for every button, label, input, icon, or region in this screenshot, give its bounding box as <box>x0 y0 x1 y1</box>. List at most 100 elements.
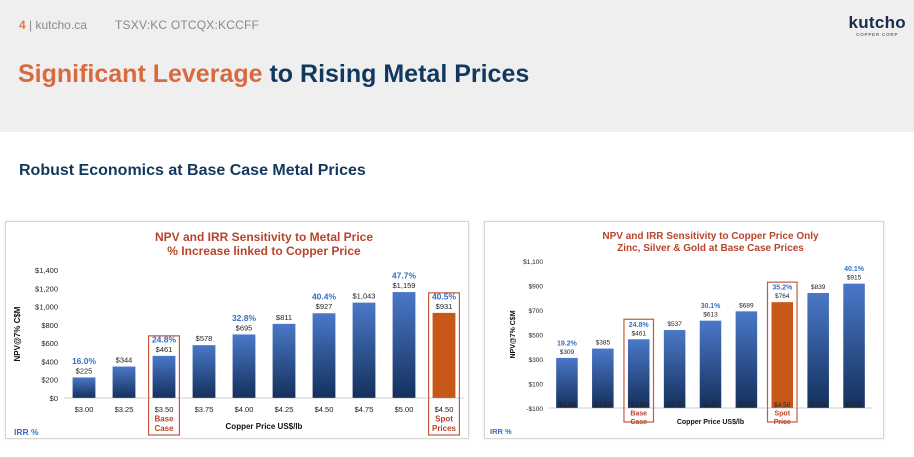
y-tick-label: $1,400 <box>35 266 58 275</box>
bar <box>556 357 578 408</box>
y-tick-label: $1,000 <box>35 303 58 312</box>
value-label: $537 <box>667 321 682 328</box>
x-tick-label: $5.00 <box>395 405 414 414</box>
value-label: $225 <box>76 366 93 375</box>
irr-label: 19.2% <box>557 340 578 347</box>
irr-label: 40.5% <box>432 291 457 301</box>
bar <box>312 313 336 398</box>
chart-title: NPV and IRR Sensitivity to Copper Price … <box>602 231 819 242</box>
y-axis-label: NPV@7% C$M <box>510 310 517 358</box>
irr-axis-label: IRR % <box>490 427 512 436</box>
category-sublabel: Base <box>630 411 647 418</box>
irr-label: 24.8% <box>629 322 650 329</box>
y-tick-label: $300 <box>529 357 544 364</box>
irr-label: 35.2% <box>772 285 793 292</box>
y-tick-label: $0 <box>50 394 58 403</box>
chart-panel-right: NPV and IRR Sensitivity to Copper Price … <box>484 221 884 439</box>
bar <box>352 302 376 398</box>
category-sublabel: Prices <box>432 424 457 433</box>
highlight-box <box>148 335 181 436</box>
x-tick-label: $3.75 <box>666 402 683 409</box>
category-sublabel: Price <box>774 419 791 426</box>
x-tick-label: $3.75 <box>195 405 214 414</box>
irr-label: 16.0% <box>72 356 97 366</box>
y-tick-label: $200 <box>41 376 58 385</box>
y-tick-label: $100 <box>529 382 544 389</box>
site-link[interactable]: kutcho.ca <box>35 18 87 32</box>
chart-subtitle: % Increase linked to Copper Price <box>167 244 361 258</box>
logo-wordmark: kutcho <box>848 13 906 32</box>
x-tick-label: $4.50 <box>435 405 454 414</box>
value-label: $764 <box>775 293 790 300</box>
x-tick-label: $4.50 <box>315 405 334 414</box>
x-tick-label: $4.25 <box>275 405 294 414</box>
x-tick-label: $3.50 <box>155 405 174 414</box>
bar <box>152 355 176 398</box>
x-tick-label: $3.25 <box>115 405 134 414</box>
category-sublabel: Spot <box>774 411 790 418</box>
value-label: $915 <box>847 275 862 282</box>
x-tick-label: $4.75 <box>355 405 374 414</box>
value-label: $309 <box>560 349 575 356</box>
x-tick-label: $3.00 <box>559 402 576 409</box>
irr-label: 32.8% <box>232 313 257 323</box>
y-tick-label: $700 <box>529 308 544 315</box>
logo-subtext: COPPER CORP <box>856 32 899 37</box>
npv-irr-copper-price-chart: NPV and IRR Sensitivity to Copper Price … <box>490 231 872 436</box>
bar <box>699 320 722 408</box>
highlight-box <box>766 281 798 423</box>
bar <box>627 339 650 408</box>
page-title-accent: Significant Leverage <box>18 60 263 88</box>
irr-label: 40.1% <box>844 266 865 273</box>
y-tick-label: $600 <box>41 339 58 348</box>
x-tick-label: $5.00 <box>846 402 863 409</box>
value-label: $578 <box>196 334 213 343</box>
bar <box>843 283 865 408</box>
value-label: $613 <box>703 312 718 319</box>
bar <box>735 311 758 408</box>
y-tick-label: $500 <box>529 333 544 340</box>
page-separator: | <box>29 18 33 32</box>
page-indicator: 4 | kutcho.ca <box>19 18 87 32</box>
value-label: $811 <box>276 313 292 322</box>
bar <box>72 377 96 398</box>
y-tick-label: $1,100 <box>523 259 543 266</box>
bar <box>432 312 456 398</box>
y-tick-label: -$100 <box>526 406 543 413</box>
y-axis-label: NPV@7% C$M <box>13 306 22 361</box>
ticker-symbols: TSXV:KC OTCQX:KCCFF <box>115 18 260 32</box>
category-sublabel: Case <box>154 424 174 433</box>
y-tick-label: $1,200 <box>35 284 58 293</box>
x-tick-label: $3.25 <box>595 402 612 409</box>
page-title: Significant Leverage to Rising Metal Pri… <box>18 60 529 89</box>
bar <box>663 329 686 408</box>
category-sublabel: Case <box>630 419 647 426</box>
page-number: 4 <box>19 18 26 32</box>
irr-label: 40.4% <box>312 292 337 302</box>
irr-label: 24.8% <box>152 334 177 344</box>
bar <box>272 323 296 398</box>
x-axis-label: Copper Price US$/lb <box>226 422 303 431</box>
category-sublabel: Spot <box>435 415 453 424</box>
irr-axis-label: IRR % <box>14 427 39 437</box>
npv-irr-metal-price-chart: NPV and IRR Sensitivity to Metal Price% … <box>13 230 464 437</box>
value-label: $689 <box>739 302 754 309</box>
company-logo: kutcho COPPER CORP <box>848 14 906 37</box>
bar <box>592 348 614 408</box>
irr-label: 47.7% <box>392 271 417 281</box>
bar <box>771 302 794 408</box>
x-tick-label: $4.25 <box>738 402 755 409</box>
value-label: $927 <box>316 302 333 311</box>
x-axis-label: Copper Price US$/lb <box>677 419 744 426</box>
value-label: $1,159 <box>393 281 416 290</box>
highlight-box <box>428 292 461 436</box>
y-tick-label: $900 <box>529 284 544 291</box>
y-tick-label: $400 <box>41 357 58 366</box>
highlight-box <box>623 318 655 423</box>
chart-title: NPV and IRR Sensitivity to Metal Price <box>155 230 373 244</box>
chart-subtitle: Zinc, Silver & Gold at Base Case Prices <box>617 243 804 254</box>
section-title: Robust Economics at Base Case Metal Pric… <box>19 162 366 179</box>
value-label: $344 <box>116 356 133 365</box>
x-tick-label: $4.00 <box>235 405 254 414</box>
value-label: $461 <box>156 345 173 354</box>
